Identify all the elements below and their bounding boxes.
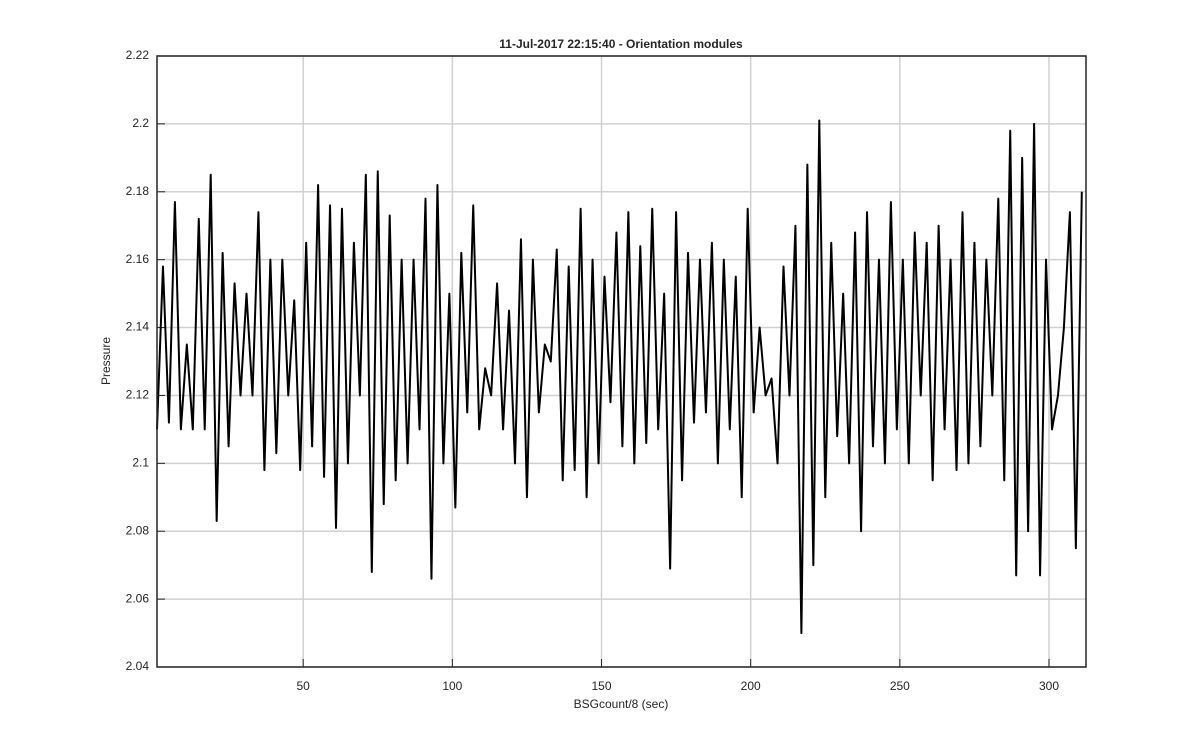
x-tick-label: 250: [890, 679, 910, 693]
x-tick-label: 150: [591, 679, 611, 693]
data-line: [156, 119, 1083, 635]
y-tick-label: 2.14: [126, 320, 150, 334]
y-tick-label: 2.04: [126, 659, 150, 673]
x-tick-label: 100: [442, 679, 462, 693]
y-tick-label: 2.22: [126, 48, 150, 62]
y-tick-label: 2.08: [126, 523, 150, 537]
chart-title: 11-Jul-2017 22:15:40 - Orientation modul…: [499, 37, 743, 51]
x-axis-label: BSGcount/8 (sec): [574, 697, 669, 711]
y-tick-label: 2.06: [126, 591, 150, 605]
y-tick-label: 2.18: [126, 184, 150, 198]
x-tick-label: 50: [297, 679, 311, 693]
y-tick-label: 2.2: [132, 116, 149, 130]
y-tick-label: 2.1: [132, 456, 149, 470]
y-axis-label: Pressure: [99, 337, 113, 385]
y-tick-label: 2.12: [126, 388, 150, 402]
plot-frame: [156, 55, 1087, 668]
x-tick-label: 300: [1039, 679, 1059, 693]
x-tick-label: 200: [741, 679, 761, 693]
y-tick-label: 2.16: [126, 252, 150, 266]
